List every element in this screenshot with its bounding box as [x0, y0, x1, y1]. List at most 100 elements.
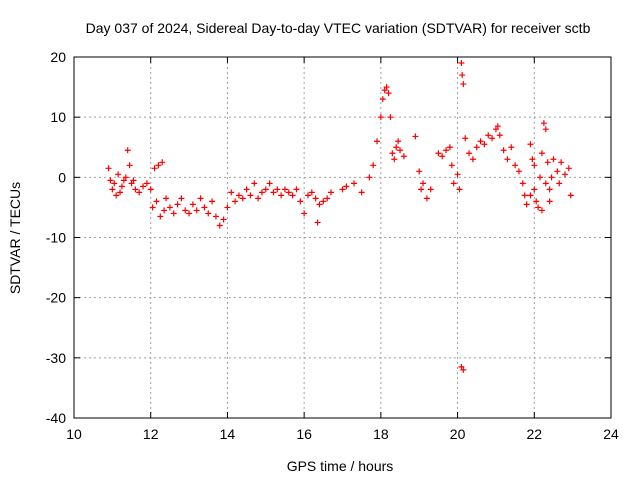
data-point: [385, 90, 392, 97]
data-point: [496, 132, 503, 139]
data-point: [262, 186, 269, 193]
data-point: [527, 192, 534, 199]
data-point: [109, 186, 116, 193]
data-point: [397, 147, 404, 154]
data-point: [489, 135, 496, 142]
data-point: [370, 162, 377, 169]
data-point: [477, 138, 484, 145]
data-point: [427, 186, 434, 193]
y-tick-label: 20: [50, 49, 66, 65]
data-point: [448, 162, 455, 169]
data-point: [274, 186, 281, 193]
data-point: [258, 189, 265, 196]
data-point: [130, 177, 137, 184]
data-point: [500, 147, 507, 154]
data-point: [556, 180, 563, 187]
data-point: [466, 150, 473, 157]
data-point: [159, 159, 166, 166]
data-point: [239, 195, 246, 202]
data-point: [140, 183, 147, 190]
data-point: [508, 144, 515, 151]
data-point: [542, 126, 549, 133]
x-tick-label: 10: [66, 426, 82, 442]
data-point: [107, 177, 114, 184]
data-point: [113, 192, 120, 199]
x-tick-label: 14: [220, 426, 236, 442]
y-tick-label: -40: [46, 410, 66, 426]
data-point: [143, 180, 150, 187]
data-point: [387, 114, 394, 121]
data-point: [383, 84, 390, 91]
y-tick-label: -10: [46, 230, 66, 246]
data-point: [544, 159, 551, 166]
data-point: [535, 204, 542, 211]
data-point: [149, 204, 156, 211]
data-point: [366, 174, 373, 181]
data-point: [389, 150, 396, 157]
data-point: [538, 207, 545, 214]
data-point: [118, 183, 125, 190]
y-tick-label: 0: [58, 169, 66, 185]
data-point: [278, 192, 285, 199]
x-tick-label: 20: [450, 426, 466, 442]
data-point: [289, 192, 296, 199]
data-point: [163, 195, 170, 202]
data-point: [220, 216, 227, 223]
data-point: [381, 87, 388, 94]
data-point: [174, 201, 181, 208]
data-point: [554, 168, 561, 175]
data-point: [197, 195, 204, 202]
data-point: [460, 81, 467, 88]
data-point: [533, 198, 540, 205]
data-point: [111, 180, 118, 187]
data-point: [201, 204, 208, 211]
data-point: [120, 177, 127, 184]
data-point: [209, 198, 216, 205]
data-point: [531, 186, 538, 193]
data-point: [481, 141, 488, 148]
data-point: [537, 174, 544, 181]
data-point: [224, 204, 231, 211]
data-point: [420, 180, 427, 187]
data-point: [459, 72, 466, 79]
data-point: [105, 165, 112, 172]
data-point: [462, 135, 469, 142]
data-point: [232, 198, 239, 205]
data-points: [105, 60, 574, 373]
data-point: [550, 156, 557, 163]
data-point: [531, 162, 538, 169]
data-point: [339, 186, 346, 193]
data-point: [446, 144, 453, 151]
data-point: [393, 144, 400, 151]
data-point: [527, 141, 534, 148]
data-point: [538, 150, 545, 157]
data-point: [546, 186, 553, 193]
data-point: [324, 195, 331, 202]
data-point: [515, 168, 522, 175]
data-point: [521, 192, 528, 199]
data-point: [351, 180, 358, 187]
data-point: [193, 207, 200, 214]
data-point: [115, 171, 122, 178]
data-point: [205, 210, 212, 217]
data-point: [136, 189, 143, 196]
x-tick-label: 12: [143, 426, 159, 442]
data-point: [454, 171, 461, 178]
grid-lines: [74, 57, 611, 418]
data-point: [117, 189, 124, 196]
data-point: [546, 198, 553, 205]
data-point: [266, 180, 273, 187]
data-point: [216, 222, 223, 229]
y-tick-label: -30: [46, 350, 66, 366]
data-point: [542, 180, 549, 187]
data-point: [153, 198, 160, 205]
data-point: [316, 201, 323, 208]
data-point: [540, 120, 547, 127]
data-point: [450, 180, 457, 187]
data-point: [558, 159, 565, 166]
data-point: [512, 162, 519, 169]
data-point: [469, 156, 476, 163]
data-point: [235, 192, 242, 199]
data-point: [418, 186, 425, 193]
data-point: [247, 192, 254, 199]
